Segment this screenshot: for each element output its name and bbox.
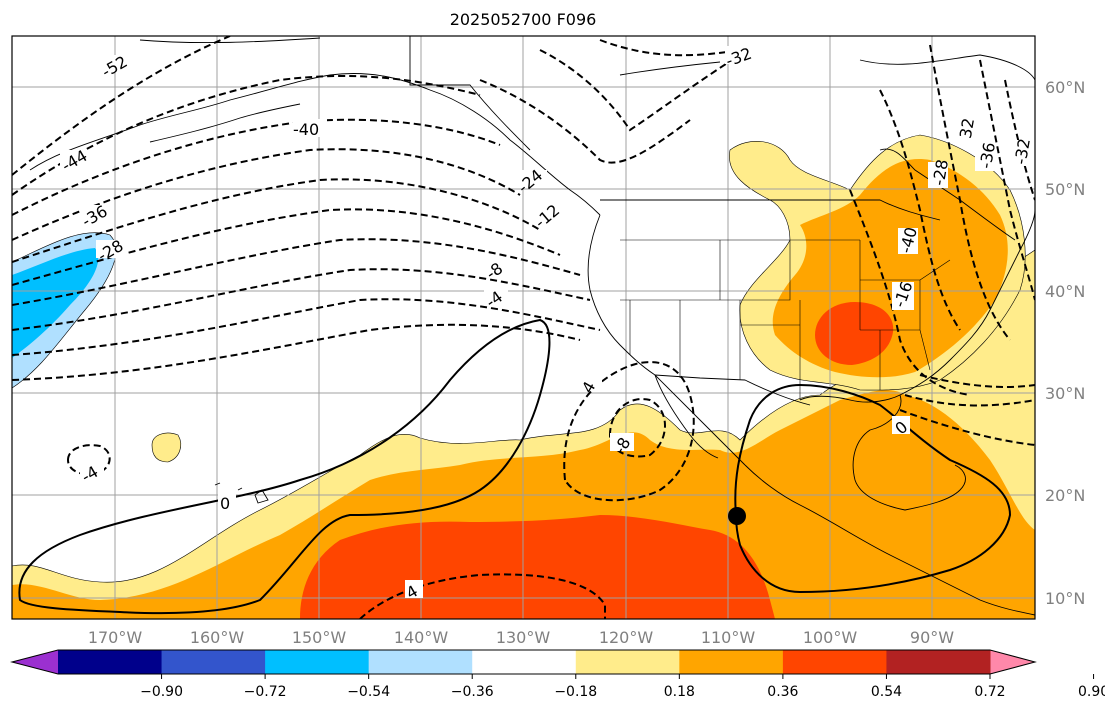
colorbar-tick-label: −0.36	[451, 684, 494, 700]
contour-label: 0	[220, 494, 230, 513]
lat-label: 10°N	[1045, 589, 1085, 608]
lon-label: 110°W	[701, 628, 756, 647]
coast-baja	[654, 374, 719, 459]
contour-ne-3	[979, 59, 1035, 301]
lat-label: 30°N	[1045, 384, 1085, 403]
contour-ne-7	[899, 409, 1035, 446]
lon-label: 140°W	[394, 628, 449, 647]
colorbar-segment	[679, 650, 784, 674]
colorbar-extend-high	[990, 650, 1035, 674]
contour-small-left	[66, 444, 111, 476]
colorbar-segment	[265, 650, 370, 674]
contour-zero-west	[18, 318, 551, 615]
lon-label: 130°W	[496, 628, 551, 647]
colorbar-segment	[58, 650, 163, 674]
contour-label: -28	[929, 158, 952, 187]
coastlines	[29, 36, 1035, 616]
contour-zero-mexico	[734, 383, 1012, 594]
contour-label: -36	[976, 141, 999, 170]
colorbar-tick-label: 0.54	[871, 684, 902, 700]
lat-label: 20°N	[1045, 486, 1085, 505]
shade-negative-medium	[12, 248, 99, 358]
zero-contours	[18, 318, 1012, 615]
contour-ne-6	[904, 394, 1035, 407]
colorbar-tick-label: 0.90	[1078, 684, 1105, 700]
coast-gulf	[799, 394, 966, 511]
graticule	[12, 36, 1035, 619]
storm-position-marker	[728, 507, 746, 525]
dashed-contours	[12, 36, 1035, 619]
colorbar-tick-label: 0.36	[767, 684, 798, 700]
colorbar-segment	[472, 650, 577, 674]
border-us-mexico	[654, 374, 811, 406]
lat-label: 40°N	[1045, 282, 1085, 301]
map-title: 2025052700 F096	[449, 10, 597, 29]
colorbar: −0.90 −0.72 −0.54 −0.36 −0.18 0.18 0.36 0.54 0.7…	[10, 649, 1105, 700]
border-us-canada	[600, 199, 941, 221]
contour-low-sw	[563, 361, 695, 502]
colorbar-segment	[575, 650, 680, 674]
coast-aleutians	[149, 103, 301, 143]
contour-ne-8	[919, 374, 1035, 388]
border-alaska-canada	[409, 36, 531, 151]
colorbar-segment	[886, 650, 991, 674]
colorbar-tick-label: −0.90	[140, 684, 183, 700]
colorbar-segment	[368, 650, 473, 674]
shade-red-northeast	[815, 302, 894, 365]
coast-us-west	[587, 214, 746, 466]
lon-label: 150°W	[292, 628, 347, 647]
contour-label: -32	[1011, 137, 1034, 166]
colorbar-tick-label: −0.18	[554, 684, 597, 700]
lon-label: 100°W	[803, 628, 858, 647]
shade-red-south	[300, 515, 775, 619]
lon-label: 160°W	[190, 628, 245, 647]
shade-yellow-patch	[151, 432, 181, 463]
contour-ne-1	[879, 89, 961, 331]
lon-axis-labels: 170°W 160°W 150°W 140°W 130°W 120°W 110°…	[88, 628, 954, 647]
colorbar-outline	[10, 649, 1037, 675]
colorbar-tick-label: 0.72	[974, 684, 1005, 700]
lat-label: 50°N	[1045, 180, 1085, 199]
coast-north	[139, 37, 1035, 81]
colorbar-tick-label: −0.54	[347, 684, 390, 700]
contour-low-sw-inner	[608, 398, 666, 458]
colorbar-segment	[782, 650, 887, 674]
coast-alaska	[29, 73, 601, 216]
lon-label: 170°W	[88, 628, 143, 647]
lat-label: 60°N	[1045, 78, 1085, 97]
colorbar-extend-low	[12, 650, 58, 674]
lon-label: 90°W	[910, 628, 954, 647]
contour-label: -40	[293, 120, 319, 139]
contour-ne-2	[929, 44, 1011, 341]
colorbar-tick-label: 0.18	[664, 684, 695, 700]
lat-axis-labels: 10°N 20°N 30°N 40°N 50°N 60°N	[1045, 78, 1085, 608]
coast-us-east	[899, 209, 1035, 396]
contour-label: 32	[956, 117, 978, 140]
coast-mexico	[744, 464, 1035, 616]
lon-label: 120°W	[599, 628, 654, 647]
colorbar-segment	[161, 650, 266, 674]
colorbar-tick-label: −0.72	[244, 684, 287, 700]
map-frame	[11, 35, 1036, 620]
contour-labels: -52 -44 -40 -36 -28 -32 -24 -12 -8 -4 4 …	[58, 44, 1034, 603]
